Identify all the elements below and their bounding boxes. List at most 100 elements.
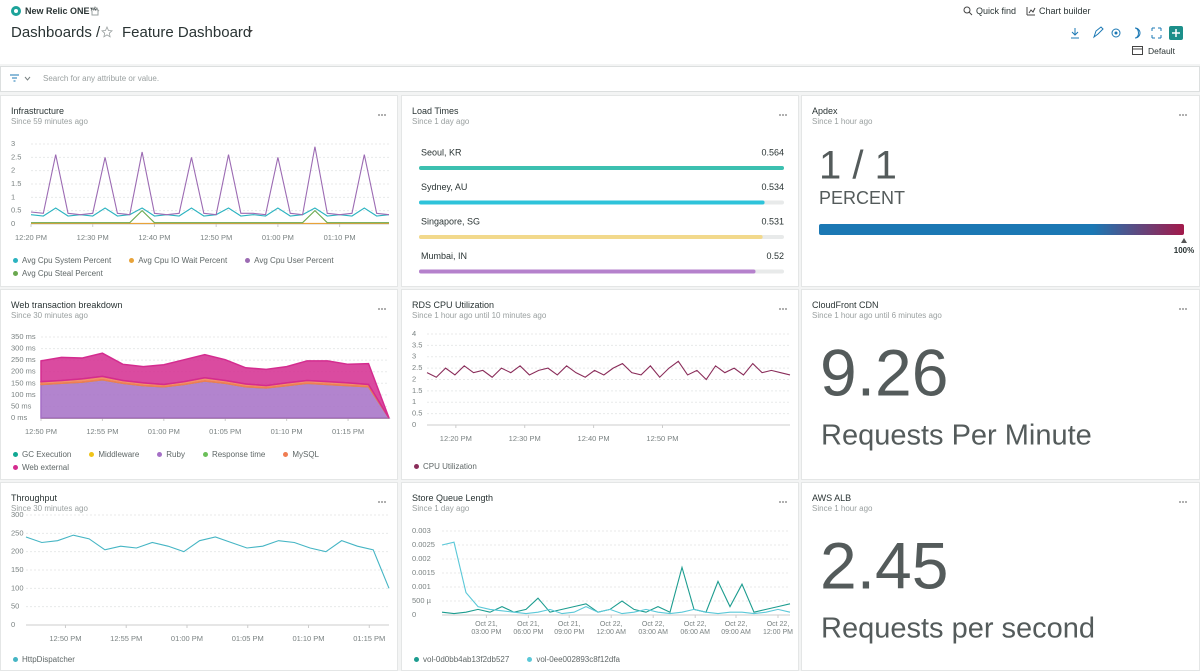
menu-dot xyxy=(381,308,383,310)
bar-value: 0.52 xyxy=(766,251,784,261)
widget-title: RDS CPU Utilization xyxy=(412,300,495,310)
menu-dot xyxy=(1179,501,1181,503)
widget-subtitle: Since 1 day ago xyxy=(412,117,470,126)
bar-value: 0.531 xyxy=(761,216,784,226)
legend-item: HttpDispatcher xyxy=(13,655,75,664)
legend-item: MySQL xyxy=(283,450,319,459)
widget-menu[interactable] xyxy=(378,114,386,116)
y-tick-label: 250 xyxy=(11,528,24,537)
legend-swatch xyxy=(414,657,419,663)
toolbar-icons[interactable] xyxy=(1068,26,1188,40)
breadcrumb[interactable]: Dashboards / xyxy=(11,24,101,41)
logo-icon xyxy=(11,6,21,16)
dashboard-name[interactable]: Feature Dashboard xyxy=(122,24,252,41)
bar-label: Singapore, SG xyxy=(421,216,480,226)
widget: 0 50 100 150 200 250 300 12:50 PM 12:55 PM 01:00 … xyxy=(0,482,398,671)
apdex-bar xyxy=(819,224,1184,235)
legend-swatch xyxy=(13,258,18,264)
widget-menu[interactable] xyxy=(378,501,386,503)
y-tick-label: 150 ms xyxy=(11,378,36,387)
widget-menu[interactable] xyxy=(378,308,386,310)
widget-canvas: 0 0.5 1 1.5 2 2.5 3 12:20 PM 12:30 PM 12:40 PM 12:… xyxy=(11,114,390,242)
x-tick-label: 01:10 PM xyxy=(324,233,356,242)
y-tick-label: 0.002 xyxy=(412,554,431,563)
legend-label: Web external xyxy=(22,463,69,472)
quick-find[interactable]: Quick find xyxy=(976,6,1017,16)
widget-menu[interactable] xyxy=(779,114,787,116)
filter-icon[interactable] xyxy=(9,74,33,84)
legend-label: Avg Cpu System Percent xyxy=(22,256,112,265)
legend-label: HttpDispatcher xyxy=(22,655,75,664)
apdex-score-label: 100% xyxy=(1174,246,1194,255)
y-tick-label: 0.5 xyxy=(412,409,422,418)
x-tick-label: 01:00 PM xyxy=(171,634,203,643)
line-series xyxy=(30,207,390,217)
widget-menu[interactable] xyxy=(779,501,787,503)
widget-canvas: 0 500 µ 0.001 0.0015 0.002 0.0025 0.003 xyxy=(412,501,791,619)
widget-title: AWS ALB xyxy=(812,493,852,503)
y-tick-label: 0 xyxy=(11,620,15,629)
widget-title: Apdex xyxy=(812,106,838,116)
y-tick-label: 4 xyxy=(412,329,416,338)
header: New Relic ONE™ Quick find Chart builder … xyxy=(0,0,1200,64)
y-tick-label: 0 xyxy=(412,610,416,619)
legend-swatch xyxy=(13,452,18,458)
menu-dot xyxy=(785,308,787,310)
y-tick-label: 300 xyxy=(11,510,24,519)
apdex-marker xyxy=(1181,238,1187,243)
widget: 0 0.5 1 1.5 2 2.5 3 3.5 4 12:20 PM 12:30 PM 12:40 P… xyxy=(401,289,799,480)
legend-label: Avg Cpu Steal Percent xyxy=(22,269,103,278)
y-tick-label: 50 ms xyxy=(11,401,32,410)
legend-label: vol-0ee002893c8f12dfa xyxy=(536,655,620,664)
x-tick-label: Oct 22, 06:00 AM xyxy=(680,621,710,636)
widget-menu[interactable] xyxy=(779,308,787,310)
widget-menu[interactable] xyxy=(1179,114,1187,116)
x-tick-label: 01:00 PM xyxy=(262,233,294,242)
widget-title: Infrastructure xyxy=(11,106,65,116)
x-tick-label: 12:55 PM xyxy=(110,634,142,643)
favorite-star[interactable] xyxy=(101,26,113,38)
widget-subtitle: Since 1 hour ago until 6 minutes ago xyxy=(812,311,942,320)
x-tick-label: 01:15 PM xyxy=(353,634,385,643)
legend: vol-0d0bb4ab13f2db527 vol-0ee002893c8f12d… xyxy=(414,655,784,664)
search-placeholder[interactable]: Search for any attribute or value. xyxy=(43,74,160,83)
dropdown-caret[interactable] xyxy=(246,29,254,35)
widget-canvas: 0 50 100 150 200 250 300 12:50 PM 12:55 PM 01:00 … xyxy=(11,501,390,643)
widget-menu[interactable] xyxy=(1179,308,1187,310)
legend-item: Avg Cpu System Percent xyxy=(13,256,111,265)
y-tick-label: 0 xyxy=(11,219,15,228)
view-selector[interactable]: Default xyxy=(1148,46,1175,56)
billboard-value: 2.45 xyxy=(820,528,948,602)
widget-title: Web transaction breakdown xyxy=(11,300,123,310)
widget-canvas: 0 0.5 1 1.5 2 2.5 3 3.5 4 12:20 PM 12:30 PM 12:40 P… xyxy=(412,308,791,443)
menu-dot xyxy=(782,501,784,503)
widget: 1 / 1 PERCENT 100% Apdex Since 1 hour ago xyxy=(801,95,1200,287)
legend: CPU Utilization xyxy=(414,462,784,471)
chart-builder[interactable]: Chart builder xyxy=(1039,6,1091,16)
x-tick-label: 12:40 PM xyxy=(578,434,610,443)
menu-dot xyxy=(785,501,787,503)
menu-dot xyxy=(1185,114,1187,116)
legend-label: Avg Cpu User Percent xyxy=(254,256,334,265)
x-tick-label: 12:50 PM xyxy=(200,233,232,242)
widget: 0 ms 50 ms 100 ms 150 ms 200 ms 250 ms 300 ms 3… xyxy=(0,289,398,480)
legend-label: Response time xyxy=(211,450,266,459)
line-series xyxy=(441,541,791,615)
y-tick-label: 0 xyxy=(412,420,416,429)
legend-swatch xyxy=(13,465,18,471)
y-tick-label: 0.001 xyxy=(412,582,431,591)
y-tick-label: 0.0025 xyxy=(412,540,435,549)
y-tick-label: 2 xyxy=(412,374,416,383)
legend-item: Middleware xyxy=(89,450,139,459)
home-icon[interactable] xyxy=(90,6,100,16)
y-tick-label: 2 xyxy=(11,166,15,175)
y-tick-label: 2.5 xyxy=(11,152,21,161)
widget-subtitle: Since 59 minutes ago xyxy=(11,117,88,126)
widget-menu[interactable] xyxy=(1179,501,1187,503)
menu-dot xyxy=(384,308,386,310)
y-tick-label: 2.5 xyxy=(412,363,422,372)
search-bar[interactable]: Search for any attribute or value. xyxy=(0,66,1200,92)
menu-dot xyxy=(779,308,781,310)
y-tick-label: 150 xyxy=(11,565,24,574)
apdex-unit: PERCENT xyxy=(819,188,905,208)
